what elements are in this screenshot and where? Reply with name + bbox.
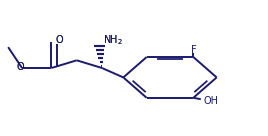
Text: O: O	[17, 62, 24, 72]
Text: NH$_2$: NH$_2$	[103, 33, 123, 47]
Text: NH$_2$: NH$_2$	[103, 33, 123, 47]
Text: O: O	[17, 62, 24, 72]
Text: F: F	[191, 45, 196, 55]
Text: NH$_2$: NH$_2$	[103, 33, 123, 47]
Text: O: O	[17, 62, 24, 72]
Text: O: O	[55, 35, 63, 45]
Text: OH: OH	[204, 96, 219, 106]
Text: O: O	[55, 35, 63, 45]
Text: O: O	[55, 35, 63, 45]
